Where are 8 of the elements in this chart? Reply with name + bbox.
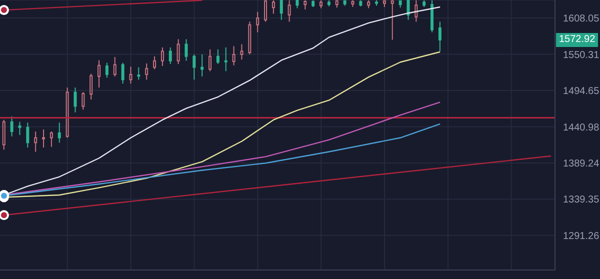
annotation: 1572.92 bbox=[556, 32, 598, 47]
y-tick-label: 1440.98 bbox=[563, 122, 600, 134]
y-tick-label: 1389.24 bbox=[563, 158, 600, 170]
y-tick-label: 1550.31 bbox=[563, 50, 600, 61]
y-tick-label: 1339.35 bbox=[563, 194, 600, 206]
y-tick-label: 1291.26 bbox=[563, 230, 600, 242]
y-tick-label: 1608.05 bbox=[563, 14, 600, 25]
y-tick-label: 1494.65 bbox=[563, 86, 600, 98]
